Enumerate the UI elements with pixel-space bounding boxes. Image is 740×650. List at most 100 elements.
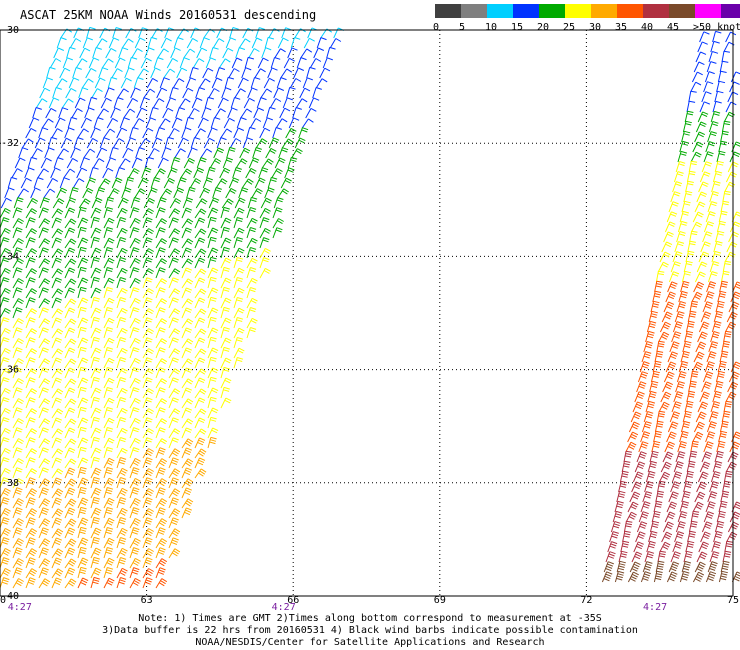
wind-barb xyxy=(90,296,100,309)
wind-barb xyxy=(640,501,651,513)
wind-barb xyxy=(121,187,132,199)
wind-barb xyxy=(99,137,110,149)
wind-barb xyxy=(668,561,680,573)
wind-barb xyxy=(38,447,49,459)
wind-barb xyxy=(142,337,153,349)
wind-barb xyxy=(77,537,89,549)
wind-barb xyxy=(12,218,24,229)
wind-barb xyxy=(654,350,664,363)
wind-barb xyxy=(79,47,91,59)
wind-barb xyxy=(250,77,261,89)
wind-barb xyxy=(180,168,193,179)
wind-barb xyxy=(710,401,721,413)
wind-barb xyxy=(692,431,704,443)
wind-barb xyxy=(21,138,34,149)
wind-barb xyxy=(116,437,127,449)
wind-barb xyxy=(116,507,128,519)
wind-barb xyxy=(699,391,710,403)
wind-barb xyxy=(90,516,100,529)
wind-barb xyxy=(309,58,322,69)
wind-barb xyxy=(25,268,38,279)
wind-barb xyxy=(721,410,731,423)
wind-barb xyxy=(0,217,10,229)
wind-barb xyxy=(710,110,721,123)
wind-barb xyxy=(720,270,730,283)
wind-barb xyxy=(12,267,23,279)
wind-barb xyxy=(207,236,217,249)
wind-barb xyxy=(660,391,672,403)
wind-barb xyxy=(194,268,207,279)
wind-barb xyxy=(168,448,181,459)
wind-barb xyxy=(77,497,89,509)
wind-barb xyxy=(51,357,62,369)
wind-barb xyxy=(698,181,709,193)
wind-barb xyxy=(631,481,642,493)
wind-barb xyxy=(64,367,76,379)
wind-barb xyxy=(142,577,153,589)
wind-barb xyxy=(77,297,89,309)
scale-swatch xyxy=(539,4,565,18)
wind-barb xyxy=(103,547,114,559)
wind-barb xyxy=(666,431,677,443)
wind-barb xyxy=(155,307,166,319)
wind-barb xyxy=(51,568,64,579)
wind-barb xyxy=(709,551,720,563)
wind-barb xyxy=(155,387,166,399)
wind-barb xyxy=(697,41,708,53)
wind-barb xyxy=(38,467,49,479)
wind-barb xyxy=(712,100,722,113)
wind-barb xyxy=(25,537,36,549)
wind-barb xyxy=(38,338,51,349)
wind-barb xyxy=(667,421,679,433)
wind-barb xyxy=(103,577,115,589)
wind-barb xyxy=(129,497,141,509)
wind-barb xyxy=(715,300,725,313)
wind-barb xyxy=(211,77,223,89)
wind-barb xyxy=(272,207,283,219)
wind-barb xyxy=(72,178,85,189)
wind-barb xyxy=(30,187,41,199)
wind-barb xyxy=(142,428,154,439)
wind-barb xyxy=(246,247,257,259)
wind-barb xyxy=(642,561,653,573)
wind-barb xyxy=(64,467,76,479)
wind-barb xyxy=(713,310,724,323)
wind-barb xyxy=(681,270,692,283)
wind-barb xyxy=(97,108,109,119)
wind-barb xyxy=(116,347,128,359)
wind-barb xyxy=(142,557,153,569)
wind-barb xyxy=(230,97,241,109)
wind-barb xyxy=(110,107,121,119)
wind-barb xyxy=(64,518,77,529)
wind-barb xyxy=(717,70,727,83)
wind-barb xyxy=(49,58,62,69)
wind-barb xyxy=(646,540,656,553)
wind-barb xyxy=(220,206,230,219)
wind-barb xyxy=(220,317,232,329)
wind-barb xyxy=(102,167,114,179)
wind-barb xyxy=(656,410,666,423)
wind-barb xyxy=(64,247,76,259)
wind-barb xyxy=(27,156,38,169)
wind-barb xyxy=(168,357,179,369)
wind-barb xyxy=(701,161,712,173)
wind-barb xyxy=(116,367,128,379)
wind-barb xyxy=(51,468,64,479)
wind-barb xyxy=(672,181,683,193)
footnote: Note: 1) Times are GMT 2)Times along bot… xyxy=(0,613,740,649)
wind-barb xyxy=(255,138,268,149)
wind-barb xyxy=(129,377,141,389)
wind-barb xyxy=(51,308,64,319)
wind-barb xyxy=(116,407,128,419)
wind-barb xyxy=(116,237,127,249)
wind-barb xyxy=(695,51,707,63)
wind-barb xyxy=(129,427,140,439)
wind-barb xyxy=(637,371,649,383)
wind-barb xyxy=(25,237,36,249)
wind-barb xyxy=(697,331,708,343)
wind-barb xyxy=(116,277,127,289)
wind-barb xyxy=(114,57,126,69)
wind-barb xyxy=(90,567,102,579)
wind-barb xyxy=(630,411,642,423)
wind-barb xyxy=(77,406,87,419)
